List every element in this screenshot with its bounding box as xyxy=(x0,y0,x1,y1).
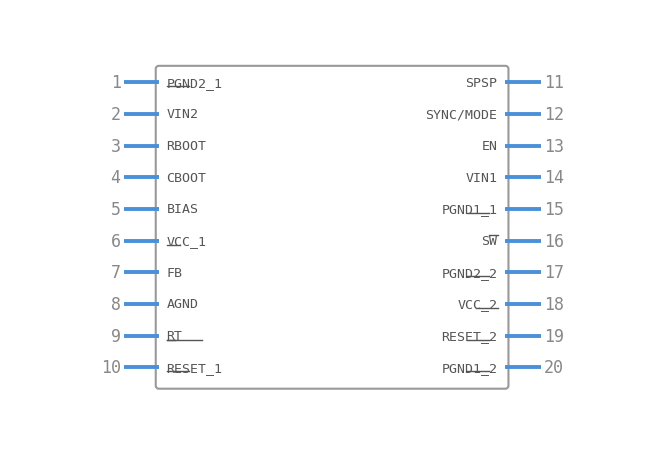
Text: RESET_1: RESET_1 xyxy=(167,361,223,374)
Text: SW: SW xyxy=(481,235,498,248)
Text: RESET_2: RESET_2 xyxy=(441,329,498,342)
Text: SYNC/MODE: SYNC/MODE xyxy=(426,108,498,121)
Text: 10: 10 xyxy=(100,359,121,377)
Text: 11: 11 xyxy=(544,74,564,92)
Text: PGND2_1: PGND2_1 xyxy=(167,77,223,89)
Text: RBOOT: RBOOT xyxy=(167,140,207,153)
Text: 5: 5 xyxy=(111,200,121,218)
Text: 1: 1 xyxy=(111,74,121,92)
Text: 9: 9 xyxy=(111,327,121,345)
Text: PGND1_1: PGND1_1 xyxy=(441,203,498,216)
Text: 16: 16 xyxy=(544,232,564,250)
Text: PGND2_2: PGND2_2 xyxy=(441,266,498,279)
Text: 3: 3 xyxy=(111,137,121,155)
Text: BIAS: BIAS xyxy=(167,203,198,216)
Text: 7: 7 xyxy=(111,264,121,281)
Text: 6: 6 xyxy=(111,232,121,250)
Text: VCC_2: VCC_2 xyxy=(457,298,498,311)
Text: 13: 13 xyxy=(544,137,564,155)
Text: CBOOT: CBOOT xyxy=(167,171,207,184)
Text: 8: 8 xyxy=(111,295,121,313)
Text: 17: 17 xyxy=(544,264,564,281)
Text: EN: EN xyxy=(481,140,498,153)
Text: VIN2: VIN2 xyxy=(167,108,198,121)
Text: FB: FB xyxy=(167,266,183,279)
Text: 14: 14 xyxy=(544,169,564,187)
Text: SPSP: SPSP xyxy=(466,77,498,89)
Text: 19: 19 xyxy=(544,327,564,345)
Text: 20: 20 xyxy=(544,359,564,377)
Text: PGND1_2: PGND1_2 xyxy=(441,361,498,374)
Text: 4: 4 xyxy=(111,169,121,187)
Text: 15: 15 xyxy=(544,200,564,218)
Text: VCC_1: VCC_1 xyxy=(167,235,207,248)
Text: AGND: AGND xyxy=(167,298,198,311)
Text: 2: 2 xyxy=(111,106,121,124)
FancyBboxPatch shape xyxy=(156,67,509,389)
Text: VIN1: VIN1 xyxy=(466,171,498,184)
Text: 18: 18 xyxy=(544,295,564,313)
Text: 12: 12 xyxy=(544,106,564,124)
Text: RT: RT xyxy=(167,329,183,342)
